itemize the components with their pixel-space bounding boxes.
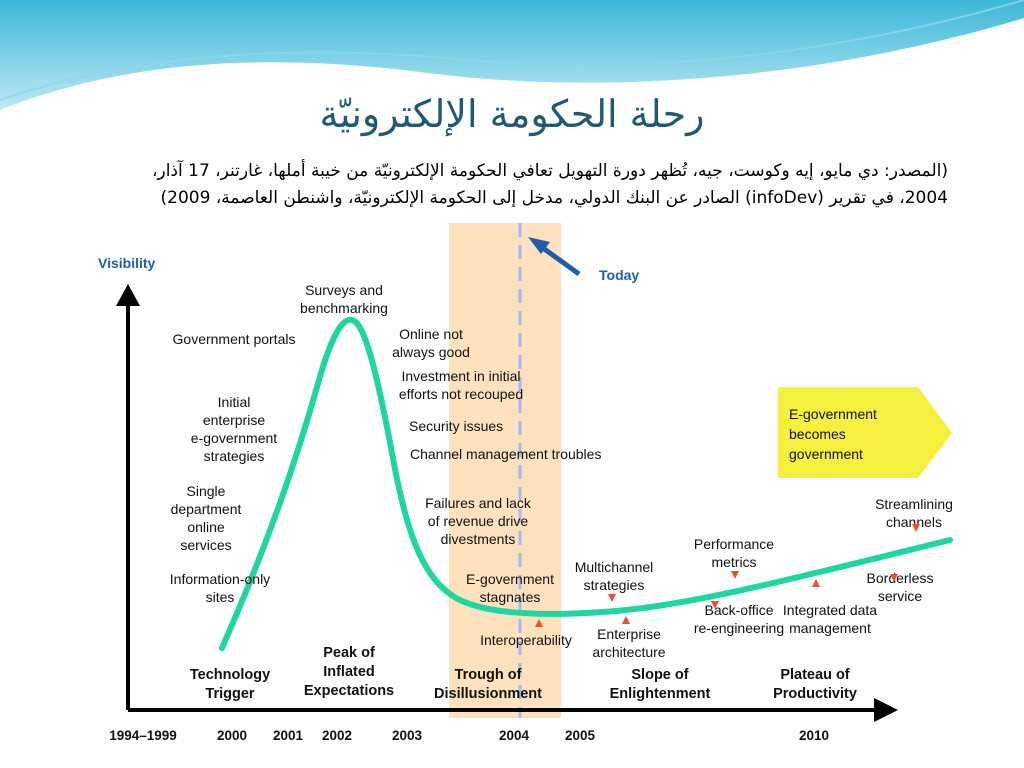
- annotation-4-line-1: Information-only: [170, 571, 270, 587]
- source-line-1: (المصدر: دي مايو، إيه وكوست، جيه، تُظهر …: [152, 161, 948, 181]
- annotation-2-line-1: Initial: [218, 394, 251, 410]
- annotation-17-line-1: Integrated data: [783, 602, 877, 618]
- annotation-11-line-1: E-government: [466, 571, 554, 587]
- phase-label-4-line-2: Enlightenment: [610, 686, 711, 702]
- hype-cycle-chart: Visibility Today 1994–1999 2000 2001 2002 2003…: [98, 223, 953, 743]
- annotation-6-line-2: always good: [392, 344, 470, 360]
- milestone-marker-8: [912, 524, 920, 532]
- annotation-19-line-1: Streamlining: [875, 496, 953, 512]
- annotation-3-line-1: Single: [187, 483, 226, 499]
- phase-label-2-line-3: Expectations: [304, 683, 394, 699]
- x-axis-arrowhead: [874, 698, 898, 722]
- y-axis-arrowhead: [116, 284, 140, 306]
- source-citation: (المصدر: دي مايو، إيه وكوست، جيه، تُظهر …: [78, 158, 948, 212]
- annotation-10-line-3: divestments: [441, 531, 516, 547]
- annotation-8-line-1: Security issues: [409, 418, 503, 434]
- annotation-2-line-3: e-government: [191, 430, 277, 446]
- annotation-15-line-1: Performance: [694, 536, 774, 552]
- phase-label-3-line-2: Disillusionment: [434, 686, 542, 702]
- annotation-9-line-1: Channel management troubles: [410, 446, 601, 462]
- annotation-3-line-2: department: [171, 501, 242, 517]
- phase-label-5-line-1: Plateau of: [780, 667, 849, 683]
- y-axis-label: Visibility: [98, 255, 156, 271]
- phase-label-2-line-1: Peak of: [323, 645, 375, 661]
- annotation-10-line-1: Failures and lack: [425, 495, 532, 511]
- annotation-2-line-4: strategies: [204, 448, 265, 464]
- phase-label-5-line-2: Productivity: [773, 686, 857, 702]
- x-tick-label-1: 1994–1999: [109, 728, 177, 743]
- callout-arrow: [778, 387, 952, 478]
- annotation-16-line-2: re-engineering: [694, 620, 784, 636]
- annotation-14-line-1: Enterprise: [597, 626, 661, 642]
- trough-band: [449, 223, 561, 718]
- annotation-19-line-2: channels: [886, 514, 942, 530]
- today-label: Today: [599, 267, 639, 283]
- annotation-3-line-3: online: [187, 519, 225, 535]
- x-tick-label-8: 2010: [799, 728, 829, 743]
- milestone-marker-7: [890, 574, 898, 582]
- milestone-marker-5: [711, 601, 719, 609]
- hype-cycle-chart-panel: Visibility Today 1994–1999 2000 2001 2002 2003…: [96, 218, 956, 768]
- annotation-5-line-1: Surveys and: [305, 282, 383, 298]
- annotation-11-line-2: stagnates: [480, 589, 541, 605]
- callout-text-line-2: becomes: [789, 426, 846, 442]
- phase-label-2-line-2: Inflated: [323, 664, 375, 680]
- annotation-5-line-2: benchmarking: [300, 300, 388, 316]
- annotation-13-line-1: Multichannel: [575, 559, 654, 575]
- phase-label-4-line-1: Slope of: [631, 667, 688, 683]
- annotation-18-line-2: service: [878, 588, 923, 604]
- x-tick-label-3: 2001: [273, 728, 304, 743]
- annotation-7-line-1: Investment in initial: [401, 368, 520, 384]
- phase-label-3-line-1: Trough of: [455, 667, 522, 683]
- callout-text-line-3: government: [789, 446, 863, 462]
- milestone-marker-3: [622, 616, 630, 624]
- milestone-marker-4: [731, 571, 739, 579]
- annotation-15-line-2: metrics: [711, 554, 756, 570]
- slide-title: رحلة الحكومة الإلكترونيّة: [319, 92, 705, 136]
- x-tick-label-6: 2004: [499, 728, 530, 743]
- annotation-2-line-2: enterprise: [203, 412, 265, 428]
- milestone-marker-2: [608, 594, 616, 602]
- annotation-7-line-2: efforts not recouped: [399, 386, 523, 402]
- x-tick-label-2: 2000: [217, 728, 247, 743]
- annotation-14-line-2: architecture: [592, 644, 665, 660]
- annotation-17-line-2: management: [789, 620, 871, 636]
- phase-label-1-line-2: Trigger: [205, 686, 255, 702]
- annotation-1-line-1: Government portals: [173, 331, 296, 347]
- annotation-4-line-2: sites: [206, 589, 235, 605]
- x-tick-label-4: 2002: [322, 728, 352, 743]
- annotation-12-line-1: Interoperability: [480, 632, 572, 648]
- x-tick-label-5: 2003: [392, 728, 423, 743]
- hype-cycle-curve: [219, 316, 953, 651]
- annotation-6-line-1: Online not: [399, 326, 463, 342]
- today-arrow-head: [528, 237, 550, 254]
- milestone-marker-6: [812, 579, 820, 587]
- annotation-18-line-1: Borderless: [867, 570, 934, 586]
- annotation-10-line-2: of revenue drive: [428, 513, 529, 529]
- phase-label-1-line-1: Technology: [190, 667, 270, 683]
- milestone-marker-1: [535, 619, 543, 627]
- annotation-16-line-1: Back-office: [705, 602, 774, 618]
- annotation-3-line-4: services: [180, 537, 231, 553]
- callout-text-line-1: E-government: [789, 406, 877, 422]
- x-tick-label-7: 2005: [565, 728, 596, 743]
- source-line-2: 2004، في تقرير (infoDev) الصادر عن البنك…: [160, 188, 948, 208]
- annotation-13-line-2: strategies: [584, 577, 645, 593]
